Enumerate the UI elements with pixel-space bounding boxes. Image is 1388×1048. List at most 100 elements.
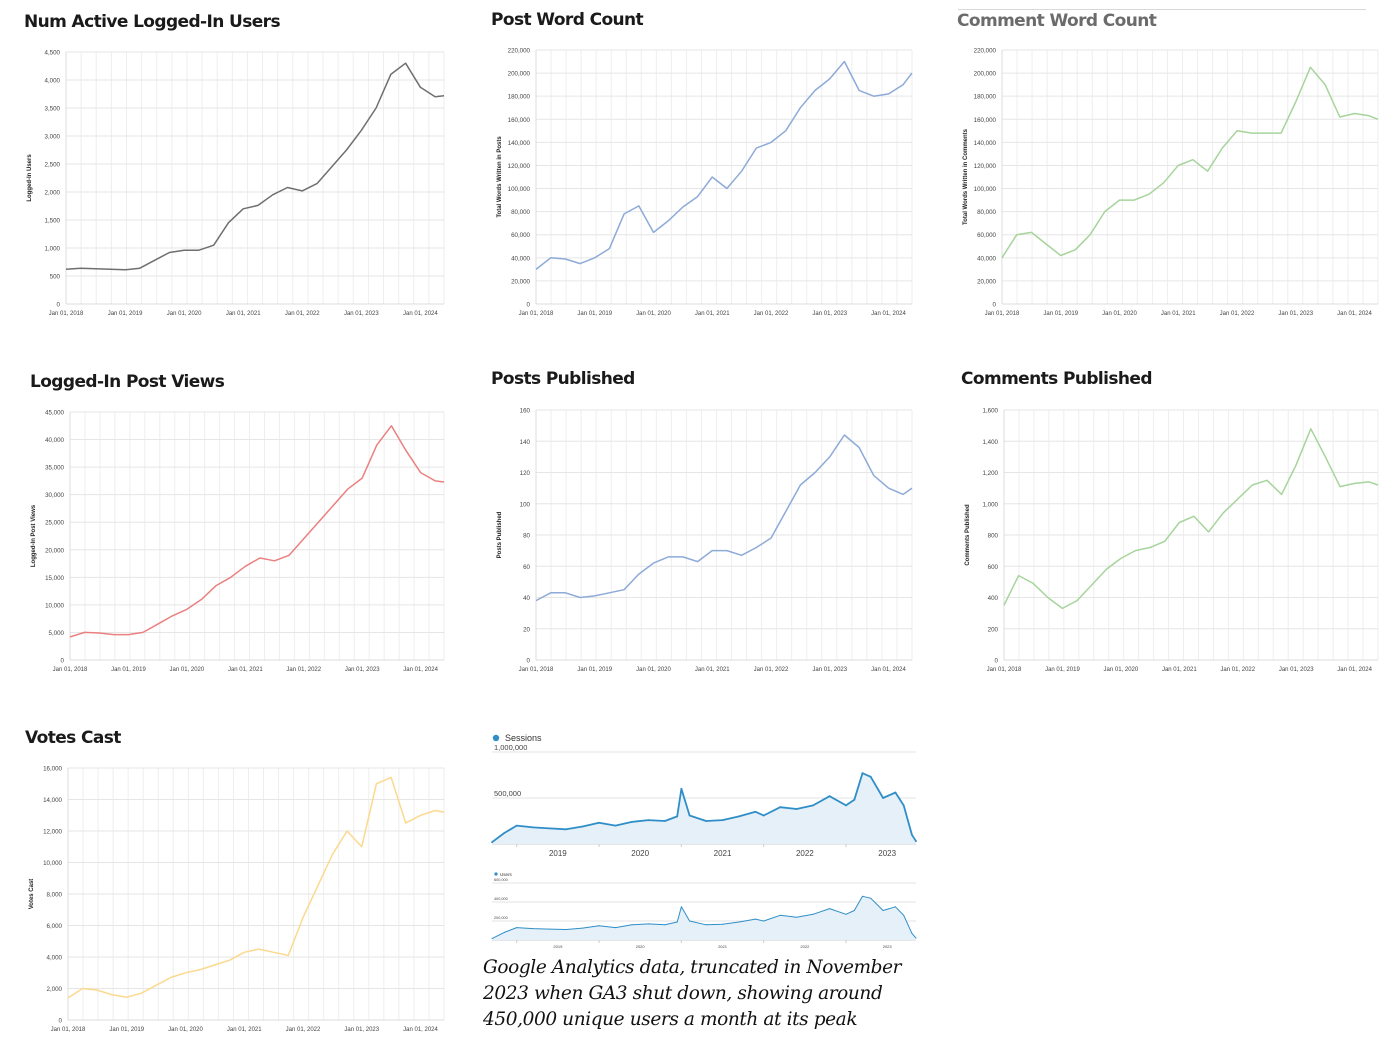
chart-title: Posts Published xyxy=(491,369,635,389)
x-tick-label: Jan 01, 2019 xyxy=(577,667,612,673)
x-tick-label: Jan 01, 2020 xyxy=(168,1027,203,1033)
data-point xyxy=(565,828,567,831)
x-tick-label: Jan 01, 2020 xyxy=(1104,667,1139,673)
data-point xyxy=(829,908,831,910)
x-tick-label: Jan 01, 2021 xyxy=(226,311,261,317)
y-axis-label: Logged-In Post Views xyxy=(31,504,37,567)
y-tick-label: 2,000 xyxy=(47,986,63,993)
y-tick-label: 120 xyxy=(520,470,531,477)
y-tick-label: 20,000 xyxy=(45,547,64,554)
x-tick-label: Jan 01, 2022 xyxy=(1220,311,1255,317)
x-tick-label: Jan 01, 2018 xyxy=(519,667,554,673)
data-point xyxy=(705,924,707,926)
y-tick-label: 1,000 xyxy=(45,246,61,253)
data-point xyxy=(828,795,831,798)
y-tick-label: 100 xyxy=(520,501,531,508)
y-tick-label: 120,000 xyxy=(974,163,997,170)
y-tick-label: 160,000 xyxy=(508,117,531,124)
y-tick-label: 200,000 xyxy=(508,71,531,78)
data-point xyxy=(549,928,551,930)
data-point xyxy=(902,804,905,807)
data-point xyxy=(853,910,855,911)
data-point xyxy=(631,821,633,823)
y-tick-label: 40 xyxy=(523,595,530,602)
x-tick-label: 2020 xyxy=(631,849,649,858)
data-point xyxy=(795,808,798,810)
y-axis-label: Total Words Written in Comments xyxy=(963,128,969,225)
data-point xyxy=(862,895,863,897)
x-tick-label: Jan 01, 2024 xyxy=(1337,311,1372,317)
y-tick-label: 10,000 xyxy=(45,602,64,609)
y-tick-label: 500 xyxy=(50,274,61,281)
y-tick-label: 1,200 xyxy=(983,470,999,477)
y-tick-label: 4,500 xyxy=(45,50,61,57)
x-tick-label: Jan 01, 2018 xyxy=(53,667,88,673)
data-point xyxy=(548,827,551,830)
data-point xyxy=(882,910,884,911)
data-point xyxy=(688,814,691,817)
y-tick-label: 800 xyxy=(988,533,999,540)
chart-votes: 0 2,000 4,000 6,000 8,000 10,000 12,000 14,000 1… xyxy=(29,766,445,1033)
series-line xyxy=(535,60,913,270)
y-tick-label: 60 xyxy=(523,564,530,571)
y-tick-label: 100,000 xyxy=(974,186,997,193)
data-point xyxy=(915,937,917,939)
chart-title: Comments Published xyxy=(961,369,1152,389)
x-tick-label: Jan 01, 2018 xyxy=(49,311,84,317)
data-point xyxy=(491,938,493,940)
data-point xyxy=(915,840,917,843)
x-tick-label: Jan 01, 2020 xyxy=(167,311,202,317)
y-tick-label: 0 xyxy=(995,658,999,665)
data-point xyxy=(647,819,650,821)
data-point xyxy=(631,924,633,926)
x-tick-label: Jan 01, 2020 xyxy=(636,311,671,317)
y-tick-label: 30,000 xyxy=(45,492,64,499)
y-tick-label: 2,500 xyxy=(45,162,61,169)
y-tick-label: 400 xyxy=(988,595,999,602)
y-tick-label: 2,000 xyxy=(45,190,61,197)
y-tick-label: 1,500 xyxy=(45,218,61,225)
x-tick-label: 2022 xyxy=(796,849,814,858)
y-tick-label: 5,000 xyxy=(49,630,65,637)
x-tick-label: Jan 01, 2023 xyxy=(344,1027,379,1033)
y-tick-label: 1,000 xyxy=(983,501,999,508)
x-tick-label: Jan 01, 2022 xyxy=(285,311,320,317)
data-point xyxy=(853,798,856,801)
chart-title: Post Word Count xyxy=(491,10,644,30)
data-point xyxy=(503,832,506,834)
y-axis-label: Comments Published xyxy=(965,504,971,566)
x-tick-label: Jan 01, 2019 xyxy=(1043,311,1078,317)
y-tick-label: 10,000 xyxy=(43,860,62,867)
y-tick-label: 3,500 xyxy=(45,106,61,113)
chart-post-views: 0 5,000 10,000 15,000 20,000 25,000 30,000 35,0… xyxy=(31,410,445,673)
y-tick-label: 500,000 xyxy=(494,789,521,798)
x-tick-label: 2021 xyxy=(718,944,728,949)
x-tick-label: Jan 01, 2021 xyxy=(227,1027,262,1033)
data-point xyxy=(722,923,723,925)
series-line xyxy=(67,776,445,999)
y-tick-label: 140,000 xyxy=(974,140,997,147)
data-point xyxy=(812,804,814,807)
data-point xyxy=(532,928,534,930)
x-tick-label: Jan 01, 2018 xyxy=(985,311,1020,317)
x-tick-label: Jan 01, 2023 xyxy=(812,667,847,673)
y-tick-label: 40,000 xyxy=(45,437,64,444)
y-tick-label: 140 xyxy=(520,439,531,446)
data-point xyxy=(680,906,682,908)
x-tick-label: Jan 01, 2019 xyxy=(109,1027,144,1033)
data-point xyxy=(812,913,814,915)
x-tick-label: Jan 01, 2021 xyxy=(1162,667,1197,673)
data-point xyxy=(647,923,649,925)
x-tick-label: 2020 xyxy=(636,944,646,949)
y-tick-label: 4,000 xyxy=(45,78,61,85)
y-axis-label: Posts Published xyxy=(497,511,503,558)
x-tick-label: Jan 01, 2021 xyxy=(695,311,730,317)
series-line xyxy=(65,62,445,271)
data-point xyxy=(491,841,493,844)
x-tick-label: Jan 01, 2018 xyxy=(519,311,554,317)
data-point xyxy=(615,927,616,929)
x-tick-label: Jan 01, 2023 xyxy=(1279,667,1314,673)
data-point xyxy=(796,916,798,918)
data-point xyxy=(582,927,584,929)
